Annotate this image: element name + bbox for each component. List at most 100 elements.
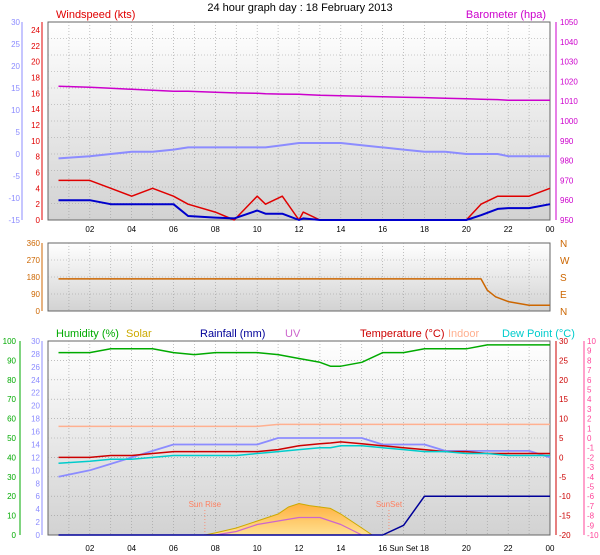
left-blue-tick-label: 20 [31,402,40,411]
barometer-axis-label: Barometer (hpa) [466,9,546,21]
windspeed-tick-label: 24 [31,26,40,35]
legend-item: Solar [126,328,152,340]
series-humidity-line [58,344,550,367]
right-pink-tick-label: 2 [587,415,592,424]
right-pink-tick-label: -8 [587,512,595,521]
left-blue-tick-label: 12 [31,453,40,462]
barometer-tick-label: 1000 [560,117,578,126]
windspeed-tick-label: 22 [31,42,40,51]
time-tick-label: 20 [462,544,471,553]
temperature-tick-label: 30 [559,337,568,346]
time-tick-label: 02 [85,225,94,234]
left-blue-tick-label: 15 [11,84,20,93]
left-blue-tick-label: 30 [11,18,20,27]
right-pink-tick-label: -2 [587,453,595,462]
right-pink-tick-label: -5 [587,483,595,492]
time-tick-label: 08 [211,225,220,234]
time-tick-label: 16 [378,544,387,553]
temperature-tick-label: -5 [559,473,567,482]
legend-item: Temperature (°C) [360,328,444,340]
time-tick-label: 00 [546,544,555,553]
sunrise-annotation: Sun Rise [189,500,222,509]
temperature-tick-label: 20 [559,376,568,385]
left-blue-tick-label: 6 [36,492,41,501]
time-tick-label: 10 [253,225,262,234]
series-barometer-line [58,85,550,101]
series-direction-line [58,278,550,307]
right-pink-tick-label: 7 [587,366,592,375]
wind-pressure-panel: 024681012141618202224-15-10-505101520253… [8,9,578,234]
direction-tick-label: 270 [27,256,41,265]
right-pink-tick-label: -10 [587,531,599,540]
left-blue-tick-label: 25 [11,40,20,49]
series-left-blue-line [58,142,550,160]
windspeed-tick-label: 8 [36,153,41,162]
direction-tick-label: 360 [27,239,41,248]
left-blue-tick-label: 0 [16,150,21,159]
right-pink-tick-label: 8 [587,356,592,365]
humidity-tick-label: 70 [7,395,16,404]
right-pink-tick-label: -9 [587,521,595,530]
compass-label: S [560,273,567,284]
right-pink-tick-label: 3 [587,405,592,414]
barometer-tick-label: 980 [560,157,574,166]
humidity-tick-label: 20 [7,492,16,501]
series-windspeed-line [58,179,551,221]
left-blue-tick-label: 4 [36,505,41,514]
temperature-humidity-panel: 0102030405060708090100024681012141618202… [3,328,599,553]
compass-label: E [560,290,567,301]
direction-tick-label: 0 [36,307,41,316]
left-blue-tick-label: 16 [31,428,40,437]
barometer-tick-label: 1010 [560,97,578,106]
left-blue-tick-label: 20 [11,62,20,71]
left-blue-tick-label: 22 [31,389,40,398]
temperature-tick-label: 0 [559,453,564,462]
time-tick-label: 16 [378,225,387,234]
legend-item: UV [285,328,301,340]
humidity-tick-label: 90 [7,356,16,365]
humidity-tick-label: 100 [3,337,17,346]
time-tick-label: 12 [295,544,304,553]
legend-item: Indoor [448,328,480,340]
direction-tick-label: 90 [31,290,40,299]
barometer-tick-label: 970 [560,176,574,185]
windspeed-tick-label: 4 [36,184,41,193]
right-pink-tick-label: 9 [587,347,592,356]
right-pink-tick-label: -3 [587,463,595,472]
time-tick-label: Sun Set [389,544,418,553]
left-blue-tick-label: -15 [8,216,20,225]
barometer-tick-label: 1020 [560,77,578,86]
barometer-tick-label: 950 [560,216,574,225]
time-tick-label: 04 [127,225,136,234]
barometer-tick-label: 1030 [560,58,578,67]
temperature-tick-label: -15 [559,512,571,521]
right-pink-tick-label: 10 [587,337,596,346]
time-tick-label: 10 [253,544,262,553]
legend-item: Rainfall (mm) [200,328,265,340]
time-tick-label: 06 [169,225,178,234]
time-tick-label: 14 [336,225,345,234]
humidity-tick-label: 80 [7,376,16,385]
humidity-tick-label: 0 [12,531,17,540]
compass-label: N [560,239,567,250]
right-pink-tick-label: -4 [587,473,595,482]
time-tick-label: 20 [462,225,471,234]
windspeed-tick-label: 16 [31,89,40,98]
windspeed-tick-label: 14 [31,105,40,114]
temperature-tick-label: 25 [559,356,568,365]
left-blue-tick-label: 8 [36,479,41,488]
barometer-tick-label: 1040 [560,38,578,47]
right-pink-tick-label: -7 [587,502,595,511]
left-blue-tick-label: 24 [31,376,40,385]
barometer-tick-label: 1050 [560,18,578,27]
right-pink-tick-label: 4 [587,395,592,404]
temperature-tick-label: 10 [559,415,568,424]
compass-label: N [560,307,567,318]
windspeed-tick-label: 20 [31,58,40,67]
compass-label: W [560,256,570,267]
barometer-tick-label: 960 [560,196,574,205]
right-pink-tick-label: 1 [587,424,592,433]
time-tick-label: 18 [420,225,429,234]
time-tick-label: 00 [546,225,555,234]
